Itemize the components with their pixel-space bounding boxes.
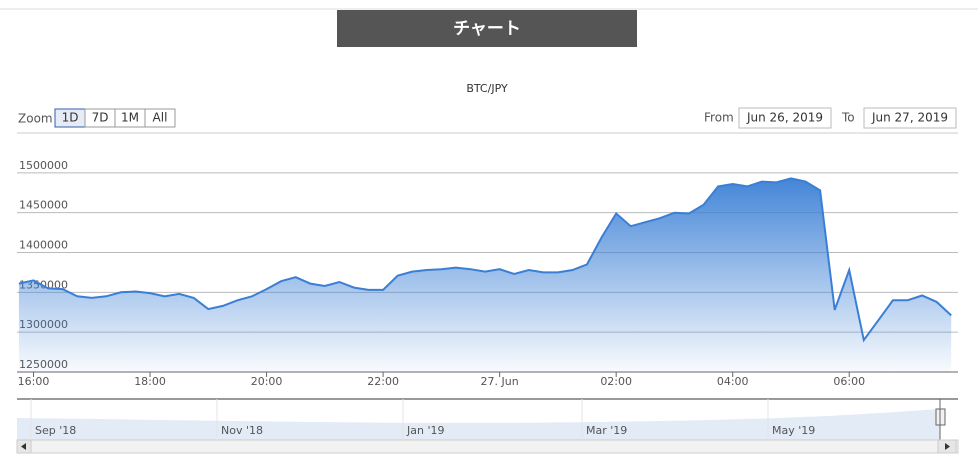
arrow-left bbox=[21, 443, 26, 450]
to-input[interactable] bbox=[863, 107, 957, 129]
x-tick-label: 22:00 bbox=[367, 375, 399, 388]
x-tick-label: 18:00 bbox=[134, 375, 166, 388]
navigator-label: May '19 bbox=[772, 424, 815, 437]
zoom-label: Zoom bbox=[18, 112, 53, 126]
plot-area: 1250000130000013500001400000145000015000… bbox=[17, 159, 958, 388]
navigator-label: Nov '18 bbox=[221, 424, 263, 437]
header-bar bbox=[337, 10, 637, 47]
zoom-button[interactable] bbox=[144, 108, 176, 128]
from-value[interactable]: Jun 26, 2019 bbox=[746, 111, 823, 125]
price-line bbox=[18, 177, 952, 343]
x-tick-label: 20:00 bbox=[251, 375, 283, 388]
navigator-shade bbox=[17, 409, 940, 440]
zoom-button-label[interactable]: 1M bbox=[121, 111, 139, 125]
chart-title: BTC/JPY bbox=[466, 82, 508, 95]
area-fill bbox=[18, 178, 952, 372]
from-label: From bbox=[704, 111, 734, 125]
navigator-label: Mar '19 bbox=[586, 424, 627, 437]
zoom-button-label[interactable]: 1D bbox=[62, 111, 79, 125]
navigator-label: Sep '18 bbox=[35, 424, 76, 437]
y-tick-label: 1400000 bbox=[19, 239, 68, 252]
x-tick-label: 02:00 bbox=[600, 375, 632, 388]
x-tick-label: 06:00 bbox=[833, 375, 865, 388]
y-tick-label: 1450000 bbox=[19, 199, 68, 212]
navigator-label: Jan '19 bbox=[406, 424, 444, 437]
zoom-button-label[interactable]: 7D bbox=[92, 111, 109, 125]
y-tick-label: 1500000 bbox=[19, 159, 68, 172]
scrollbar[interactable] bbox=[16, 439, 959, 454]
to-label: To bbox=[841, 111, 855, 125]
navigator: Sep '18 Nov '18 Jan '19 Mar '19 May '19 bbox=[16, 398, 959, 454]
x-tick-label: 04:00 bbox=[717, 375, 749, 388]
arrow-right bbox=[945, 443, 950, 450]
x-tick-label: 16:00 bbox=[18, 375, 50, 388]
zoom-button-label[interactable]: All bbox=[153, 111, 168, 125]
header-title: チャート bbox=[453, 19, 521, 39]
from-input[interactable] bbox=[738, 107, 832, 129]
x-tick-label: 27. Jun bbox=[481, 375, 519, 388]
to-value[interactable]: Jun 27, 2019 bbox=[871, 111, 948, 125]
